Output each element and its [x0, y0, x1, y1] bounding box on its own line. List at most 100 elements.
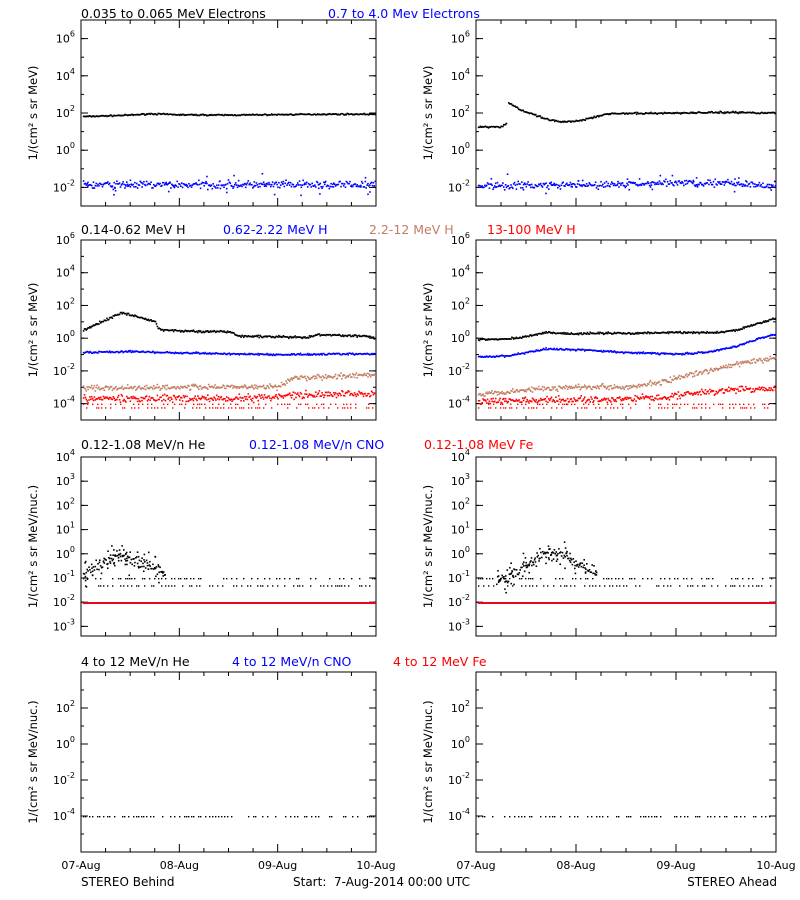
series-point — [111, 115, 114, 118]
series-point — [705, 351, 708, 354]
floor-point — [198, 577, 200, 580]
series-point — [648, 332, 651, 335]
series-point — [483, 338, 485, 340]
series-point — [594, 386, 597, 388]
series-point — [141, 112, 143, 115]
series-point — [126, 557, 128, 560]
series-point — [687, 374, 690, 377]
series-point — [264, 184, 267, 187]
series-point — [761, 336, 763, 339]
series-point — [132, 387, 134, 390]
y-tick-label: 102 — [56, 496, 75, 512]
series-point — [741, 185, 744, 188]
series-point — [600, 349, 602, 352]
series-point — [541, 331, 544, 334]
series-point — [300, 375, 303, 377]
floor-point — [684, 403, 686, 406]
series-point — [722, 181, 725, 183]
floor-point — [161, 585, 163, 587]
series-point — [620, 184, 622, 186]
series-point — [575, 349, 578, 352]
series-point — [692, 353, 695, 355]
series-point — [218, 386, 221, 389]
series-point — [301, 337, 304, 340]
series-point — [761, 186, 763, 188]
series-point — [477, 393, 480, 396]
series-point — [88, 566, 90, 568]
series-point — [755, 112, 758, 115]
series-point — [335, 183, 338, 186]
series-point — [266, 336, 268, 338]
series-point — [206, 114, 208, 117]
series-point — [366, 352, 368, 355]
series-point — [268, 387, 270, 389]
series-point — [540, 333, 543, 335]
series-point — [756, 112, 758, 115]
series-point — [155, 351, 158, 354]
series-point — [121, 350, 124, 353]
floor-point — [236, 577, 238, 580]
series-point — [742, 111, 745, 114]
series-point — [311, 182, 313, 185]
series-point — [162, 351, 164, 354]
series-point — [529, 334, 531, 337]
series-point — [284, 384, 286, 386]
series-point — [605, 350, 608, 353]
series-point — [280, 181, 283, 183]
series-point — [99, 182, 101, 185]
series-point — [534, 114, 536, 116]
floor-point — [103, 585, 105, 587]
series-point — [156, 383, 159, 386]
series-point — [343, 374, 346, 377]
series-point — [97, 563, 99, 565]
series-point — [745, 326, 747, 328]
series-point — [552, 331, 555, 334]
series-point — [232, 114, 234, 117]
series-point — [306, 186, 309, 188]
series-point — [609, 185, 611, 188]
series-point — [315, 180, 318, 183]
series-point — [516, 337, 519, 340]
series-point — [744, 389, 746, 391]
y-tick-label: 104 — [56, 67, 75, 83]
series-point — [304, 113, 306, 116]
series-point — [694, 332, 697, 334]
floor-point — [178, 577, 180, 580]
y-tick-base: 10 — [448, 398, 462, 411]
series-point — [557, 120, 560, 123]
series-point — [224, 331, 226, 333]
series-point — [261, 353, 263, 355]
series-point — [613, 350, 616, 352]
series-point — [613, 112, 615, 115]
series-point — [536, 115, 539, 118]
series-point — [651, 395, 654, 398]
series-point — [500, 338, 502, 340]
series-point — [308, 113, 311, 116]
series-point — [226, 182, 229, 185]
series-point — [280, 353, 283, 356]
series-point — [315, 334, 317, 336]
series-point — [229, 354, 232, 356]
series-point — [607, 113, 609, 115]
series-point — [528, 184, 530, 186]
series-point — [525, 111, 527, 113]
series-point — [593, 386, 596, 389]
series-point — [631, 400, 634, 402]
series-point — [477, 339, 480, 341]
series-point — [129, 314, 132, 317]
series-point — [689, 372, 691, 374]
series-point — [609, 385, 611, 387]
floor-point — [511, 407, 513, 409]
series-point — [342, 335, 345, 338]
series-point — [321, 113, 323, 115]
series-point — [326, 394, 329, 397]
series-point — [373, 352, 376, 355]
series-point — [351, 376, 353, 378]
series-point — [749, 325, 752, 327]
series-point — [288, 113, 290, 116]
series-point — [525, 390, 528, 393]
outlier-point — [522, 188, 525, 191]
series-point — [681, 180, 683, 183]
series-point — [656, 113, 659, 115]
series-point — [339, 113, 341, 116]
